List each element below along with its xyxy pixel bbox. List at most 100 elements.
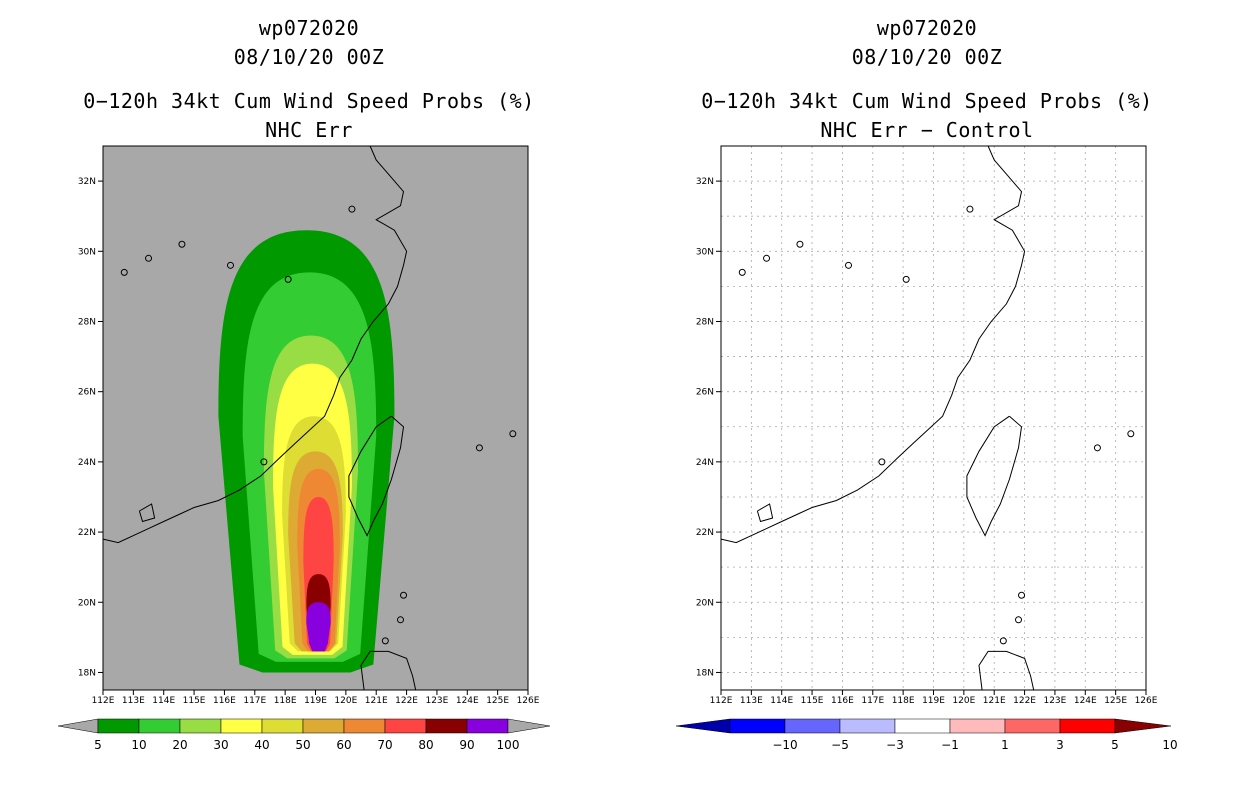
island-outline — [878, 458, 886, 466]
storm-id-title: wp072020 — [258, 16, 360, 40]
colorbar-swatch — [384, 718, 427, 734]
x-tick-label: 118E — [274, 696, 297, 706]
y-tick-label: 32N — [696, 177, 714, 187]
island-outline — [845, 261, 852, 269]
island-outline — [227, 261, 234, 269]
colorbar-label: 5 — [1111, 738, 1119, 752]
taiwan-coastline — [348, 415, 405, 537]
island-outline — [397, 616, 404, 624]
y-tick-label: 22N — [696, 528, 714, 538]
y-tick-label: 24N — [696, 458, 714, 468]
island-outline — [1093, 444, 1101, 452]
colorbar-swatch — [894, 718, 951, 734]
colorbar-label: 60 — [336, 738, 351, 752]
colorbar-label: 100 — [497, 738, 520, 752]
axes: 112E 113E 114E 115E 116E 117E 118E 119E 120E 121E… — [78, 177, 540, 706]
china-coastline — [102, 145, 408, 544]
colorbar-label: 10 — [131, 738, 146, 752]
colorbar-swatch — [97, 718, 140, 734]
x-tick-label: 117E — [861, 696, 884, 706]
x-tick-label: 115E — [183, 696, 206, 706]
y-tick-label: 26N — [696, 388, 714, 398]
product-subtitle: NHC Err — [265, 118, 353, 142]
colorbar-label: −10 — [772, 738, 797, 752]
y-tick-label: 20N — [696, 598, 714, 608]
y-tick-label: 32N — [78, 177, 96, 187]
colorbar-label: −5 — [831, 738, 849, 752]
y-tick-label: 20N — [78, 598, 96, 608]
product-subtitle: NHC Err − Control — [820, 118, 1034, 142]
y-tick-label: 22N — [78, 528, 96, 538]
probability-swath — [218, 230, 395, 673]
colorbar-arrow-low — [675, 718, 731, 734]
x-tick-label: 122E — [395, 696, 418, 706]
colorbar-swatch — [949, 718, 1006, 734]
hk-coastline — [756, 503, 774, 523]
y-tick-label: 28N — [78, 317, 96, 327]
init-time-title: 08/10/20 00Z — [851, 45, 1003, 69]
x-tick-label: 126E — [517, 696, 540, 706]
island-outline — [509, 430, 517, 438]
colorbar-swatch — [1004, 718, 1061, 734]
hk-coastline — [138, 503, 156, 523]
product-title: 0−120h 34kt Cum Wind Speed Probs (%) — [701, 89, 1153, 113]
colorbar-label: 30 — [213, 738, 228, 752]
colorbar-swatch — [839, 718, 896, 734]
colorbar-swatch — [179, 718, 222, 734]
island-outline — [475, 444, 483, 452]
island-outline — [902, 275, 910, 283]
x-tick-label: 114E — [152, 696, 175, 706]
island-outline — [966, 205, 974, 213]
colorbar-swatch — [343, 718, 386, 734]
colorbar-swatch — [784, 718, 841, 734]
x-tick-label: 123E — [425, 696, 448, 706]
x-tick-label: 115E — [801, 696, 824, 706]
colorbar-arrow-high — [507, 718, 551, 734]
colorbar-swatch — [425, 718, 468, 734]
china-coastline — [720, 145, 1026, 544]
colorbar-label: 40 — [254, 738, 269, 752]
island-outline — [381, 637, 389, 645]
x-tick-label: 126E — [1135, 696, 1158, 706]
y-tick-label: 18N — [78, 668, 96, 678]
y-tick-label: 26N — [78, 388, 96, 398]
colorbar-label: 1 — [1001, 738, 1009, 752]
colorbar-label: −1 — [941, 738, 959, 752]
colorbar-arrow-low — [57, 718, 99, 734]
colorbar-label: 10 — [1162, 738, 1177, 752]
x-tick-label: 112E — [710, 696, 733, 706]
x-tick-label: 114E — [770, 696, 793, 706]
colorbar-label: 70 — [377, 738, 392, 752]
init-time-title: 08/10/20 00Z — [233, 45, 385, 69]
x-tick-label: 118E — [892, 696, 915, 706]
colorbar-swatch — [302, 718, 345, 734]
difference-map: 112E 113E 114E 115E 116E 117E 118E 119E 120E 121E… — [675, 145, 1178, 752]
colorbar: −10 −5 −3 −1 1 3 5 10 — [675, 718, 1178, 752]
grid-lines — [720, 146, 1147, 690]
x-tick-label: 117E — [243, 696, 266, 706]
x-tick-label: 113E — [740, 696, 763, 706]
island-outline — [260, 458, 268, 466]
colorbar-swatch — [466, 718, 509, 734]
colorbar-swatch — [1059, 718, 1116, 734]
island-outline — [145, 254, 153, 262]
colorbar-label: 90 — [459, 738, 474, 752]
colorbar-arrow-high — [1114, 718, 1172, 734]
x-tick-label: 112E — [92, 696, 115, 706]
x-tick-label: 121E — [365, 696, 388, 706]
x-tick-label: 124E — [1074, 696, 1097, 706]
island-outline — [796, 240, 804, 248]
colorbar-label: 80 — [418, 738, 433, 752]
colorbar-label: −3 — [886, 738, 904, 752]
colorbar-label: 3 — [1056, 738, 1064, 752]
x-tick-label: 119E — [304, 696, 327, 706]
island-outline — [738, 268, 746, 276]
probability-map: 112E 113E 114E 115E 116E 117E 118E 119E 120E 121E… — [57, 145, 551, 752]
island-outline — [348, 205, 356, 213]
prob-contour-90 — [306, 602, 331, 652]
colorbar-swatch — [138, 718, 181, 734]
axes: 112E 113E 114E 115E 116E 117E 118E 119E 120E 121E… — [696, 177, 1158, 706]
luzon-coastline — [978, 650, 1035, 691]
coastlines — [720, 145, 1135, 691]
colorbar-label: 50 — [295, 738, 310, 752]
